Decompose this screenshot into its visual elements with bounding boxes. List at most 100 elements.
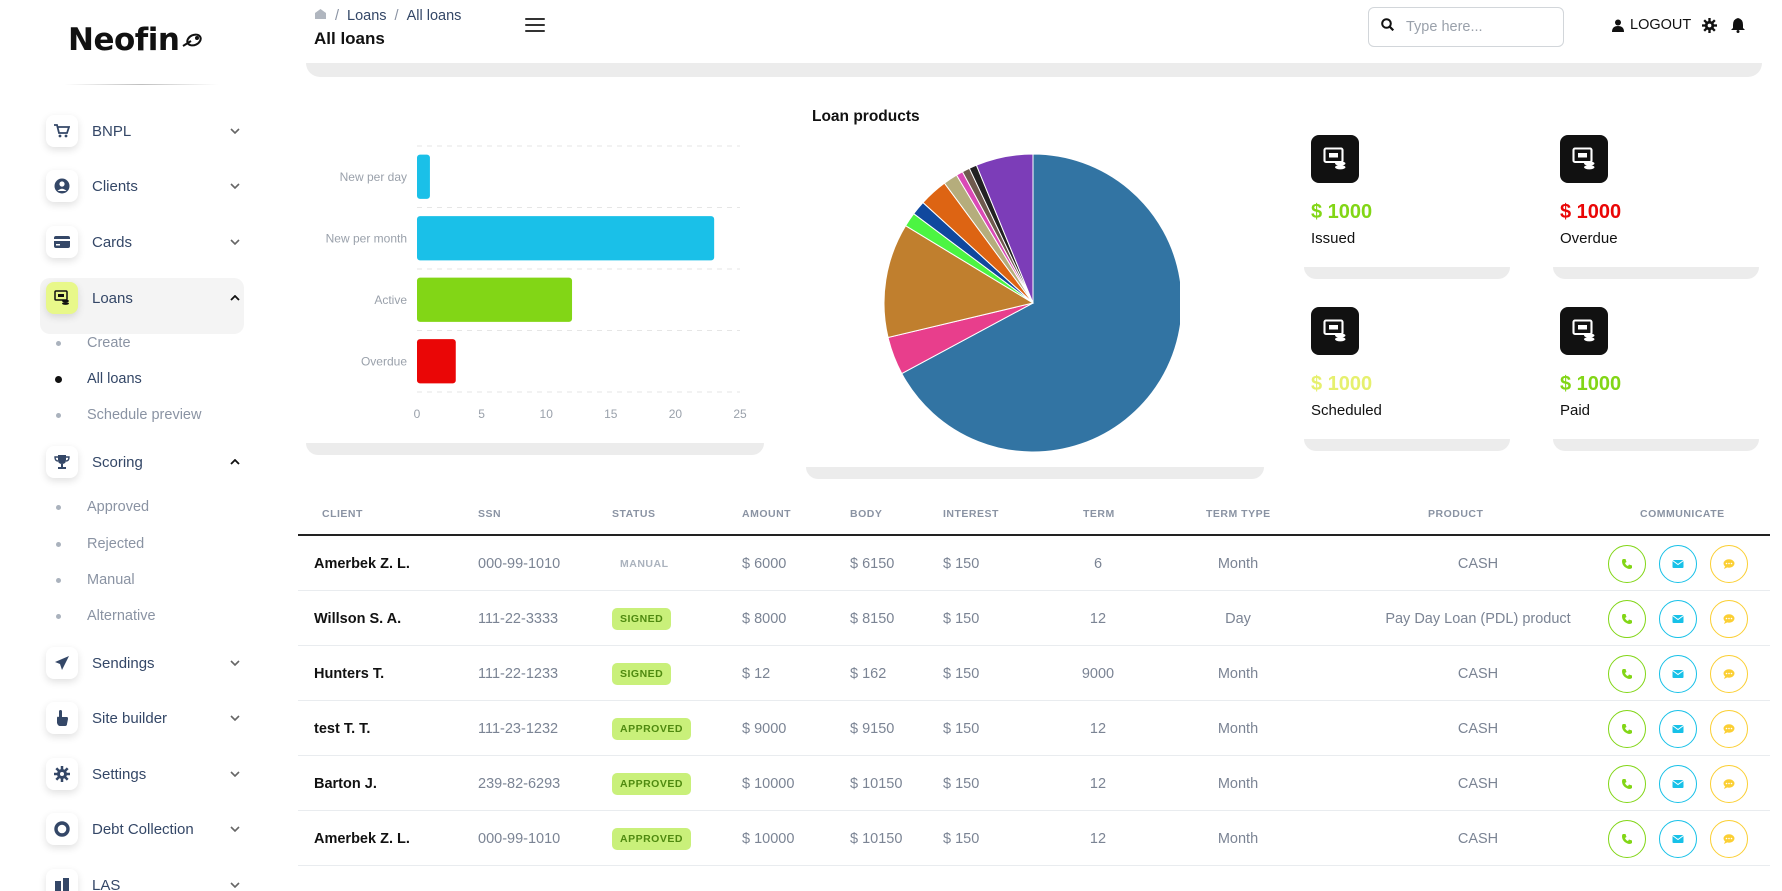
chat-button[interactable] [1710,765,1748,803]
chat-button[interactable] [1710,545,1748,583]
call-button[interactable] [1608,710,1646,748]
envelope-icon [1672,670,1684,678]
call-button[interactable] [1608,600,1646,638]
sidebar-item-bnpl[interactable]: BNPL [46,110,242,152]
cell-client: test T. T. [314,720,371,737]
column-header-communicate[interactable]: COMMUNICATE [1640,508,1725,520]
column-header-interest[interactable]: INTEREST [943,508,999,520]
call-button[interactable] [1608,820,1646,858]
pie-slice[interactable] [883,225,1035,339]
call-button[interactable] [1608,765,1646,803]
phone-icon [1622,779,1632,789]
stat-card-bottom [1553,439,1759,451]
chat-button[interactable] [1710,710,1748,748]
column-header-client[interactable]: CLIENT [322,508,363,520]
sub-item-rejected[interactable]: Rejected [56,533,144,555]
sidebar-item-clients[interactable]: Clients [46,165,242,207]
table-row[interactable]: Barton J. 239-82-6293 APPROVED $ 10000 $ 101… [298,756,1770,811]
logout-label: LOGOUT [1630,17,1692,33]
column-header-ssn[interactable]: SSN [478,508,502,520]
home-icon[interactable] [314,8,327,24]
chevron-down-icon [228,878,242,891]
table-row[interactable]: Willson S. A. 111-22-3333 SIGNED $ 8000 $ 81… [298,591,1770,646]
table-row[interactable]: Amerbek Z. L. 000-99-1010 APPROVED $ 10000 $… [298,811,1770,866]
chat-button[interactable] [1710,600,1748,638]
cell-ssn: 111-23-1232 [478,720,559,737]
cell-term-type: Month [1217,555,1259,572]
brand-logo[interactable]: Neofin [68,22,207,58]
sidebar-item-debt-collection[interactable]: Debt Collection [46,808,242,850]
cell-ssn: 000-99-1010 [478,555,561,572]
table-row[interactable]: Amerbek Z. L. 000-99-1010 MANUAL $ 6000 $ 61… [298,536,1770,591]
email-button[interactable] [1659,710,1697,748]
email-button[interactable] [1659,545,1697,583]
cell-amount: $ 6000 [742,555,787,572]
column-header-body[interactable]: BODY [850,508,883,520]
sidebar-item-label: Settings [92,765,147,783]
bar [417,277,573,322]
sub-item-schedule-preview[interactable]: Schedule preview [56,404,201,426]
stat-label: Issued [1311,230,1356,247]
cell-amount: $ 12 [742,665,771,682]
paper-plane-icon [46,647,78,679]
phone-icon [1622,724,1632,734]
email-button[interactable] [1659,600,1697,638]
settings-gear-icon[interactable] [1702,18,1718,34]
envelope-icon [1672,835,1684,843]
email-button[interactable] [1659,765,1697,803]
chat-button[interactable] [1710,820,1748,858]
cell-ssn: 111-22-1233 [478,665,559,682]
sidebar-item-cards[interactable]: Cards [46,221,242,263]
status-badge: SIGNED [612,607,672,630]
column-header-product[interactable]: PRODUCT [1428,508,1484,520]
status-badge: APPROVED [612,827,691,850]
sidebar-item-loans[interactable]: Loans [46,277,242,319]
chat-button[interactable] [1710,655,1748,693]
sidebar-item-site-builder[interactable]: Site builder [46,697,242,739]
table-row[interactable]: test T. T. 111-23-1232 APPROVED $ 9000 $ 915… [298,701,1770,756]
search-input[interactable] [1406,19,1546,35]
cell-term-type: Month [1217,775,1259,792]
sidebar-item-las[interactable]: LAS [46,864,242,891]
pie-slice[interactable] [975,153,1034,304]
stat-scheduled: $ 1000 Scheduled [1311,307,1511,419]
sidebar-item-scoring[interactable]: Scoring [46,441,242,483]
sub-item-approved[interactable]: Approved [56,496,149,518]
sidebar-item-label: Sendings [92,654,155,672]
hamburger-menu-icon[interactable] [525,18,545,34]
sub-item-alternative[interactable]: Alternative [56,605,156,627]
pie-slice[interactable] [901,153,1180,453]
table-row[interactable]: Hunters T. 111-22-1233 SIGNED $ 12 $ 162 $ 15… [298,646,1770,701]
sub-item-create[interactable]: Create [56,332,131,354]
search-box[interactable] [1368,7,1564,47]
category-label: New per month [326,231,407,245]
logout-button[interactable]: LOGOUT [1612,17,1691,33]
call-button[interactable] [1608,655,1646,693]
bullet-dot [56,340,61,346]
email-button[interactable] [1659,820,1697,858]
loans-table: CLIENT SSN STATUS AMOUNT BODY INTEREST T… [298,500,1770,866]
breadcrumb-all-loans: All loans [406,8,462,24]
cell-interest: $ 150 [943,775,980,792]
cell-term: 12 [1089,830,1107,847]
sub-item-manual[interactable]: Manual [56,569,135,591]
call-button[interactable] [1608,545,1646,583]
column-header-term-type[interactable]: TERM TYPE [1206,508,1271,520]
column-header-amount[interactable]: AMOUNT [742,508,792,520]
tick-label: 15 [604,407,618,421]
cell-interest: $ 150 [943,720,980,737]
breadcrumb-loans[interactable]: Loans [347,8,387,24]
breadcrumb-separator: / [335,8,340,24]
bell-icon[interactable] [1731,18,1747,34]
email-button[interactable] [1659,655,1697,693]
sidebar-item-sendings[interactable]: Sendings [46,642,242,684]
tick-label: 20 [669,407,683,421]
cell-ssn: 000-99-1010 [478,830,561,847]
column-header-status[interactable]: STATUS [612,508,656,520]
chevron-up-icon [228,455,242,469]
sidebar-item-settings[interactable]: Settings [46,753,242,795]
column-header-term[interactable]: TERM [1083,508,1115,520]
sub-item-all-loans[interactable]: All loans [55,368,142,390]
cell-term-type: Month [1217,830,1259,847]
cell-status: SIGNED [612,646,722,701]
